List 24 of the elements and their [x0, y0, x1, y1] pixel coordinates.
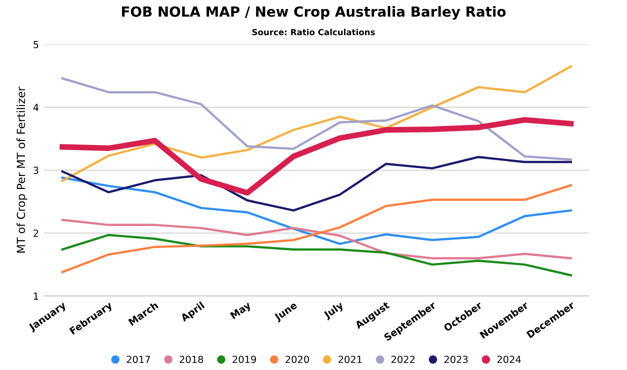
line-series: [61, 176, 572, 245]
legend-label: 2024: [497, 356, 521, 364]
line-series: [61, 218, 572, 260]
legend-label: 2021: [338, 356, 362, 364]
line-series: [61, 77, 572, 161]
y-tick-label: 4: [33, 104, 38, 111]
y-tick-label: 3: [34, 166, 38, 174]
legend-label: 2022: [391, 356, 415, 364]
legend-label: 2020: [286, 356, 309, 364]
line-series: [61, 156, 572, 212]
chart-subtitle: Source: Ratio Calculations: [252, 28, 375, 36]
line-series: [61, 184, 572, 274]
legend-label: 2017: [126, 356, 150, 364]
y-axis-title: MT of Crop Per MT of Fertilizer: [16, 86, 28, 253]
y-tick-label: 1: [34, 292, 38, 300]
y-tick-label: 5: [34, 41, 38, 48]
legend-label: 2023: [444, 356, 468, 364]
line-series: [61, 234, 572, 276]
chart-title: FOB NOLA MAP / New Crop Australia Barley Ratio: [122, 6, 506, 20]
legend-label: 2019: [232, 356, 256, 364]
line-series: [61, 65, 572, 182]
x-tick-label: May: [230, 301, 253, 321]
legend-label: 2018: [180, 356, 204, 364]
y-tick-label: 2: [34, 230, 38, 237]
